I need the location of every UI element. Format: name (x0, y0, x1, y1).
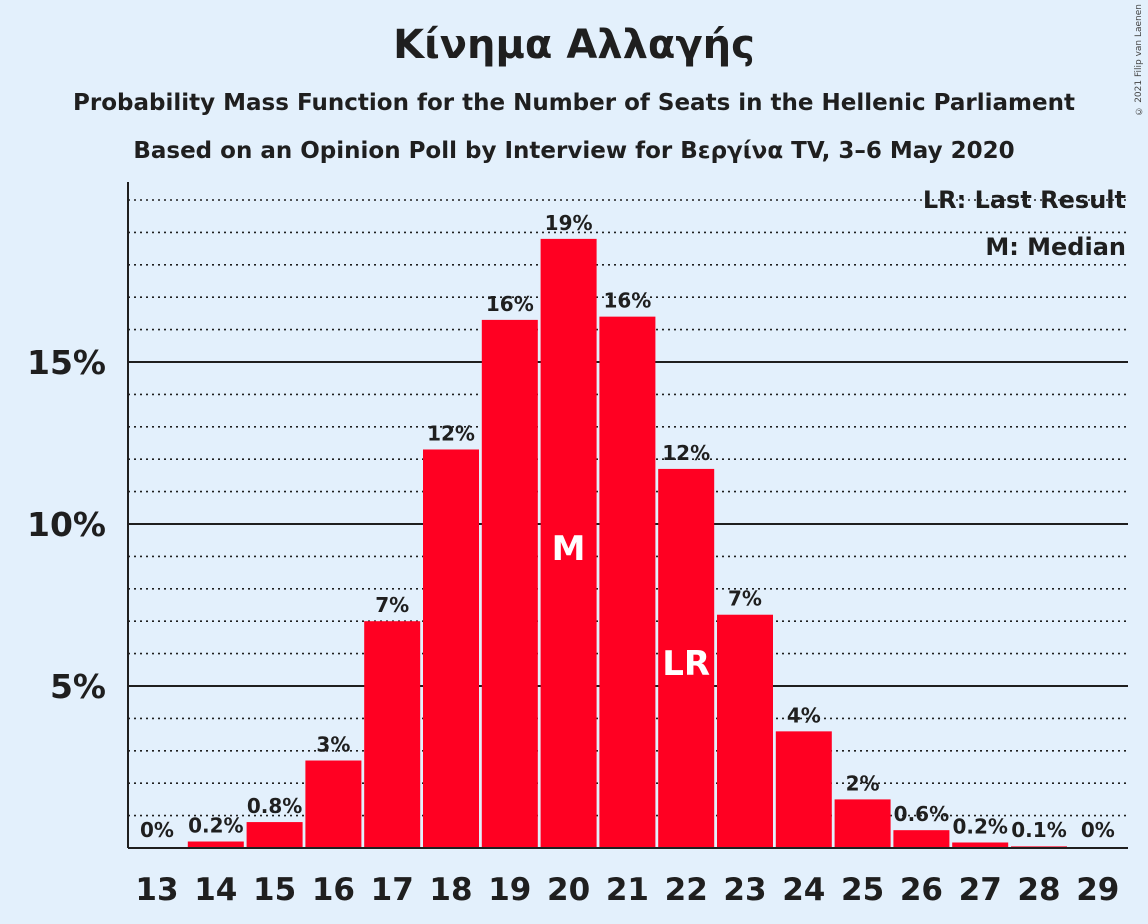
x-tick-label: 22 (665, 872, 708, 908)
bar (364, 621, 421, 848)
y-tick-label: 5% (50, 667, 106, 706)
bar (540, 238, 597, 848)
bar (717, 614, 773, 848)
bar (599, 316, 656, 848)
axes: 5% 10% 15% 13 14 15 16 17 18 19 20 21 22 23 24 25 26 27 28… (27, 182, 1128, 908)
data-label: 0.6% (894, 802, 949, 826)
x-tick-label: 29 (1076, 872, 1119, 908)
data-label: 2% (846, 771, 880, 795)
bar (834, 799, 891, 848)
chart-subtitle-1: Probability Mass Function for the Number… (73, 90, 1075, 116)
x-tick-label: 14 (194, 872, 237, 908)
bar-marker-label: M (552, 529, 586, 569)
x-tick-label: 24 (782, 872, 825, 908)
x-tick-label: 23 (723, 872, 766, 908)
data-label: 7% (728, 587, 762, 611)
legend-entry: LR: Last Result (923, 186, 1126, 214)
data-label: 12% (662, 441, 710, 465)
bar (305, 760, 362, 848)
data-labels: 0% 0.2%0.8%3%7%12%16%19%M16%12%LR7%4%2%0.… (140, 211, 1115, 842)
x-tick-label: 25 (841, 872, 884, 908)
data-label: 19% (545, 211, 593, 235)
data-label: 16% (486, 292, 534, 316)
x-tick-label: 20 (547, 872, 590, 908)
data-label: 12% (427, 421, 475, 445)
x-tick-label: 16 (312, 872, 355, 908)
data-label: 0.2% (188, 814, 243, 838)
bar (775, 731, 832, 848)
bar (893, 830, 950, 848)
bar (481, 319, 538, 848)
bar (952, 842, 1009, 848)
chart-subtitle-2: Based on an Opinion Poll by Interview fo… (133, 138, 1015, 164)
bar-marker-label: LR (662, 644, 710, 684)
data-label: 3% (316, 733, 350, 757)
data-label: 0.2% (952, 814, 1007, 838)
x-tick-label: 27 (959, 872, 1002, 908)
data-label: 0% (140, 818, 174, 842)
data-label: 7% (375, 593, 409, 617)
data-label: 0.8% (247, 794, 302, 818)
y-tick-label: 15% (27, 343, 106, 382)
bar (423, 449, 479, 848)
x-tick-label: 19 (488, 872, 531, 908)
x-tick-label: 21 (606, 872, 649, 908)
x-tick-label: 17 (371, 872, 414, 908)
x-tick-label: 18 (429, 872, 472, 908)
data-label: 16% (603, 289, 651, 313)
x-tick-label: 13 (135, 872, 178, 908)
legend-entry: M: Median (985, 233, 1126, 261)
chart-title: Κίνημα Αλλαγής (393, 22, 755, 68)
data-label: 0% (1081, 818, 1115, 842)
data-label: 4% (787, 703, 821, 727)
x-tick-label: 15 (253, 872, 296, 908)
data-label: 0.1% (1011, 818, 1066, 842)
bars (187, 238, 1067, 848)
x-tick-label: 26 (900, 872, 943, 908)
bar (658, 468, 715, 848)
bar (187, 841, 244, 848)
x-tick-label: 28 (1017, 872, 1060, 908)
y-tick-label: 10% (27, 505, 106, 544)
bar (246, 822, 303, 848)
legend: LR: Last Result M: Median (923, 186, 1126, 261)
